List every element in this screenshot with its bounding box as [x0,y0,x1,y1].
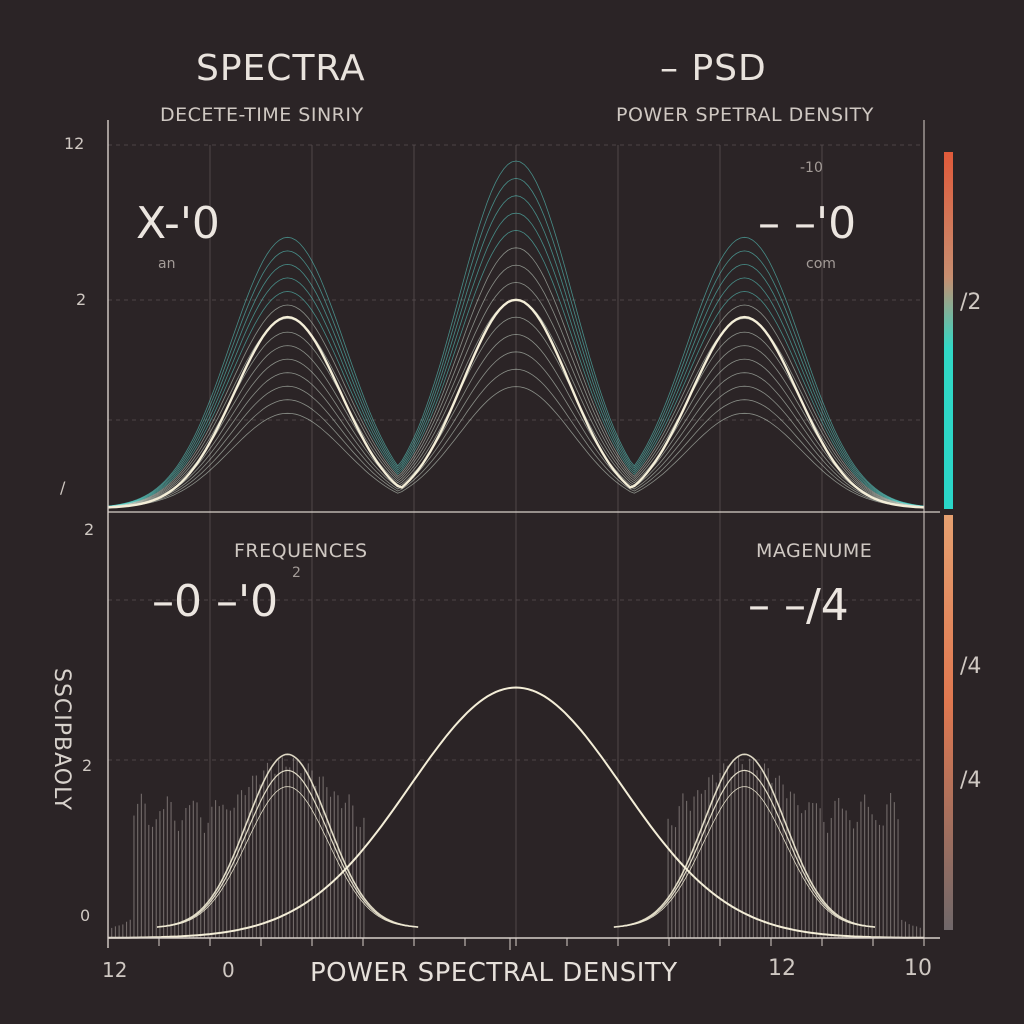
top-right-value: – –'0 [758,198,857,249]
top-right-small-bottom: com [806,256,836,272]
top-contour [107,264,925,507]
bottom-right-label: MAGENUME [756,540,873,562]
top-contour [107,368,925,508]
top-contour [107,351,925,508]
y-tick-top-2: 2 [76,290,87,309]
y-tick-bottom-3: 0 [80,906,91,925]
bottom-bell-curve [613,786,876,928]
chart-subtitle-right: POWER SPETRAL DENSITY [616,104,874,126]
bottom-right-value: – –/4 [748,580,849,631]
x-tick-4: 10 [904,956,932,981]
colorbar-label-1: /2 [960,290,982,315]
top-right-small-top: -10 [800,160,823,176]
bottom-bell-curve [156,786,419,928]
top-contour [107,195,925,507]
bottom-bell-curve [156,753,419,928]
spectral-lines [107,160,925,939]
x-tick-3: 12 [768,956,796,981]
top-contour [107,177,925,507]
colorbar-label-3: /4 [960,768,982,793]
top-contour [107,247,925,507]
bottom-left-label: FREQUENCES [234,540,368,562]
y-tick-bottom-1: 2 [84,520,95,539]
top-contour [107,334,925,508]
bottom-left-small: 2 [292,565,301,581]
colorbar-label-2: /4 [960,654,982,679]
chart-title-right: – PSD [660,48,767,89]
chart-title-left: SPECTRA [196,48,366,89]
top-contour [107,282,925,508]
top-left-small: an [158,256,176,272]
top-contour [107,160,925,507]
y-tick-top-3: / [60,478,66,497]
top-contour [107,386,925,508]
top-contour [107,316,925,508]
bottom-bell-curve [613,769,876,928]
colorbar-top [944,152,953,509]
bottom-bell-curve [156,769,419,928]
chart-subtitle-left: DECETE-TIME SINRIY [160,104,364,126]
colorbar-bottom [944,515,953,930]
y-tick-top-1: 12 [64,134,85,153]
bottom-bell-curve [613,753,876,928]
bottom-left-value: –0 –'0 [152,576,279,627]
top-contour [107,212,925,507]
top-contour [107,229,925,507]
bottom-envelope [108,686,924,939]
top-left-value: X-'0 [136,198,220,249]
x-tick-2: 0 [222,958,235,982]
x-tick-1: 12 [102,958,128,982]
top-inner-curve [107,298,925,509]
y-tick-bottom-2: 2 [82,756,93,775]
y-axis-label: SSCIPBAOLY [49,668,74,811]
axes-frame [107,120,940,950]
x-axis-label: POWER SPECTRAL DENSITY [310,958,678,988]
